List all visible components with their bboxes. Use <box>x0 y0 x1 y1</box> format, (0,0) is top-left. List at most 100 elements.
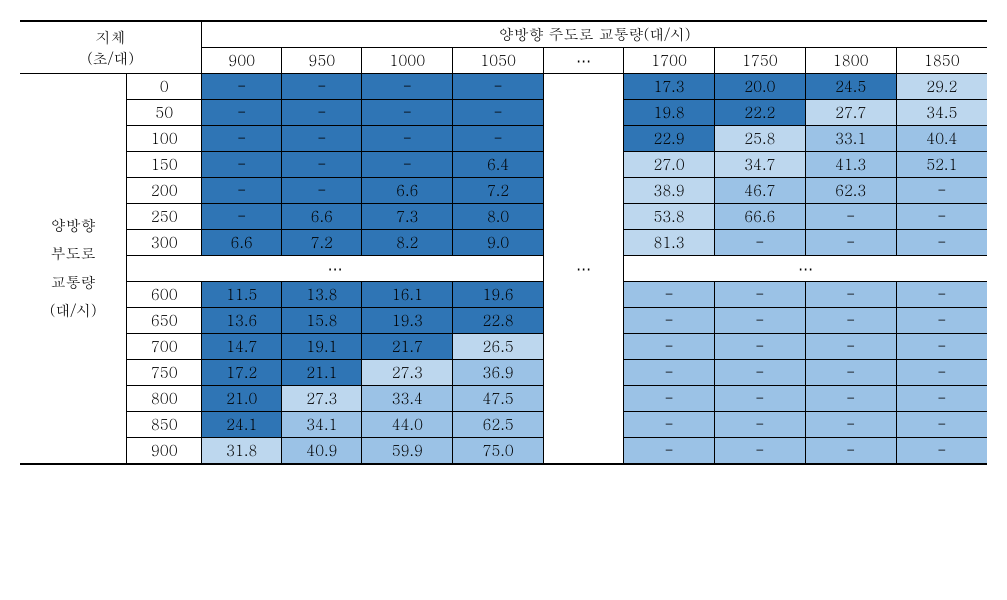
data-cell: - <box>202 204 282 230</box>
data-cell: 75.0 <box>453 438 544 465</box>
data-cell: 7.2 <box>453 178 544 204</box>
side-label: 양방향부도로교통량(대/시) <box>20 74 127 465</box>
data-cell: - <box>362 74 453 100</box>
data-cell: - <box>453 74 544 100</box>
side-line4: (대/시) <box>50 300 97 321</box>
data-cell: - <box>282 100 362 126</box>
data-cell: 44.0 <box>362 412 453 438</box>
data-cell: - <box>805 204 896 230</box>
data-cell: - <box>453 126 544 152</box>
data-cell: 38.9 <box>624 178 715 204</box>
data-cell: - <box>202 74 282 100</box>
col-header: 1000 <box>362 48 453 74</box>
col-header: 1750 <box>714 48 805 74</box>
data-cell: 36.9 <box>453 360 544 386</box>
data-cell: 59.9 <box>362 438 453 465</box>
data-cell: 29.2 <box>896 74 987 100</box>
row-label: 150 <box>127 152 202 178</box>
data-cell: - <box>714 230 805 256</box>
data-cell: 81.3 <box>624 230 715 256</box>
row-label: 750 <box>127 360 202 386</box>
data-cell: 6.6 <box>282 204 362 230</box>
data-cell: 40.9 <box>282 438 362 465</box>
data-cell: 9.0 <box>453 230 544 256</box>
data-cell: 15.8 <box>282 308 362 334</box>
data-cell: 6.6 <box>362 178 453 204</box>
data-cell: 34.7 <box>714 152 805 178</box>
traffic-delay-table: 지체(초/대)양방향 주도로 교통량(대/시)90095010001050⋯17… <box>20 20 987 465</box>
col-header: 950 <box>282 48 362 74</box>
row-label: 850 <box>127 412 202 438</box>
data-cell: - <box>202 178 282 204</box>
data-cell: 14.7 <box>202 334 282 360</box>
ellipsis-cell <box>544 74 624 256</box>
row-label: 300 <box>127 230 202 256</box>
data-cell: - <box>714 308 805 334</box>
data-cell: 27.0 <box>624 152 715 178</box>
data-cell: - <box>805 438 896 465</box>
data-cell: - <box>282 152 362 178</box>
data-cell: - <box>896 178 987 204</box>
row-label: 900 <box>127 438 202 465</box>
data-cell: - <box>896 230 987 256</box>
data-cell: 19.1 <box>282 334 362 360</box>
data-cell: - <box>624 438 715 465</box>
data-cell: 27.3 <box>282 386 362 412</box>
data-cell: 6.4 <box>453 152 544 178</box>
data-cell: - <box>624 334 715 360</box>
data-cell: - <box>896 386 987 412</box>
data-cell: 21.7 <box>362 334 453 360</box>
data-cell: - <box>362 100 453 126</box>
data-cell: 40.4 <box>896 126 987 152</box>
data-cell: - <box>805 360 896 386</box>
data-cell: - <box>805 308 896 334</box>
col-header: 1700 <box>624 48 715 74</box>
data-cell: 41.3 <box>805 152 896 178</box>
data-cell: 21.1 <box>282 360 362 386</box>
data-cell: - <box>624 412 715 438</box>
row-label: 600 <box>127 282 202 308</box>
data-cell: 22.8 <box>453 308 544 334</box>
data-cell: - <box>714 386 805 412</box>
data-cell: 13.8 <box>282 282 362 308</box>
data-cell: 22.2 <box>714 100 805 126</box>
data-cell: - <box>714 360 805 386</box>
side-line3: 교통량 <box>51 272 96 293</box>
data-cell: - <box>805 334 896 360</box>
data-cell: 66.6 <box>714 204 805 230</box>
data-cell: 62.3 <box>805 178 896 204</box>
data-cell: 22.9 <box>624 126 715 152</box>
data-cell: 25.8 <box>714 126 805 152</box>
data-cell: 20.0 <box>714 74 805 100</box>
data-cell: - <box>714 282 805 308</box>
col-ellipsis: ⋯ <box>544 48 624 74</box>
data-cell: 34.5 <box>896 100 987 126</box>
data-cell: - <box>896 360 987 386</box>
row-label: 650 <box>127 308 202 334</box>
data-cell: - <box>624 360 715 386</box>
data-cell: 33.4 <box>362 386 453 412</box>
data-cell: 19.3 <box>362 308 453 334</box>
data-cell: - <box>714 412 805 438</box>
row-label: 0 <box>127 74 202 100</box>
data-cell: 26.5 <box>453 334 544 360</box>
data-cell: - <box>896 204 987 230</box>
col-header: 900 <box>202 48 282 74</box>
data-cell: - <box>362 152 453 178</box>
row-label: 100 <box>127 126 202 152</box>
data-cell: - <box>805 386 896 412</box>
main-header: 양방향 주도로 교통량(대/시) <box>202 21 987 48</box>
data-cell: 19.8 <box>624 100 715 126</box>
data-cell: 34.1 <box>282 412 362 438</box>
corner-line1: 지체 <box>96 27 126 48</box>
data-cell: 62.5 <box>453 412 544 438</box>
data-cell: 46.7 <box>714 178 805 204</box>
data-cell: - <box>202 126 282 152</box>
data-cell: 33.1 <box>805 126 896 152</box>
row-label: 50 <box>127 100 202 126</box>
data-cell: 52.1 <box>896 152 987 178</box>
data-cell: 8.2 <box>362 230 453 256</box>
data-cell: - <box>624 282 715 308</box>
data-cell: 16.1 <box>362 282 453 308</box>
data-cell: 21.0 <box>202 386 282 412</box>
